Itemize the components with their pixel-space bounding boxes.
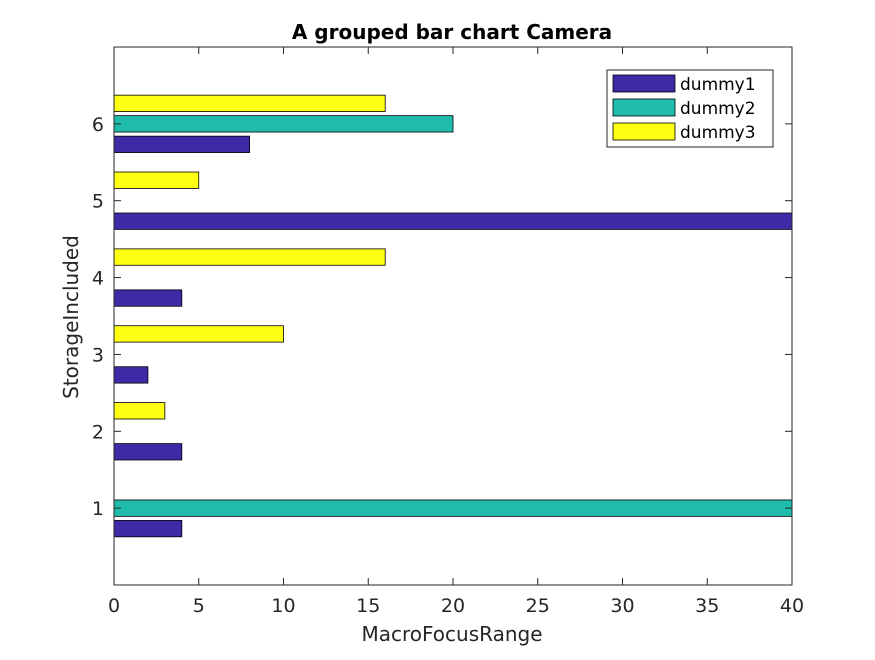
- y-tick-label: 1: [92, 498, 104, 520]
- x-tick-label: 30: [610, 595, 634, 617]
- bar-dummy1-6: [114, 135, 251, 153]
- bar-dummy1-4: [114, 289, 183, 307]
- legend-label-dummy1: dummy1: [680, 75, 756, 95]
- bar-dummy1-3: [114, 366, 149, 384]
- y-axis-label: StorageIncluded: [59, 235, 83, 399]
- legend-label-dummy2: dummy2: [680, 99, 756, 119]
- bar-dummy2-6: [114, 115, 454, 133]
- bar-dummy2-1: [114, 499, 792, 517]
- chart-title: A grouped bar chart Camera: [292, 20, 612, 44]
- x-tick-label: 35: [695, 595, 719, 617]
- bar-dummy3-6: [114, 94, 386, 112]
- bar-dummy1-1: [114, 520, 183, 538]
- legend-label-dummy3: dummy3: [680, 123, 756, 143]
- bar-dummy3-3: [114, 325, 284, 343]
- x-tick-label: 5: [193, 595, 205, 617]
- bars-group: [114, 94, 792, 538]
- x-tick-label: 10: [271, 595, 295, 617]
- x-tick-label: 15: [356, 595, 380, 617]
- x-axis-label: MacroFocusRange: [361, 622, 542, 646]
- y-tick-label: 2: [92, 421, 104, 443]
- x-tick-label: 40: [780, 595, 804, 617]
- bar-dummy3-5: [114, 171, 200, 189]
- bar-dummy1-2: [114, 443, 183, 461]
- x-tick-label: 25: [526, 595, 550, 617]
- y-tick-label: 4: [92, 268, 104, 290]
- legend-swatch-dummy2: [612, 98, 676, 117]
- x-tick-label: 0: [108, 595, 120, 617]
- bar-dummy3-2: [114, 402, 166, 420]
- legend: dummy1 dummy2 dummy3: [606, 69, 774, 148]
- bar-dummy3-4: [114, 248, 386, 266]
- legend-swatch-dummy1: [612, 74, 676, 93]
- bar-dummy1-5: [114, 212, 792, 230]
- x-tick-label: 20: [441, 595, 465, 617]
- legend-swatch-dummy3: [612, 122, 676, 141]
- y-tick-label: 3: [92, 344, 104, 366]
- y-tick-label: 6: [92, 114, 104, 136]
- y-tick-label: 5: [92, 191, 104, 213]
